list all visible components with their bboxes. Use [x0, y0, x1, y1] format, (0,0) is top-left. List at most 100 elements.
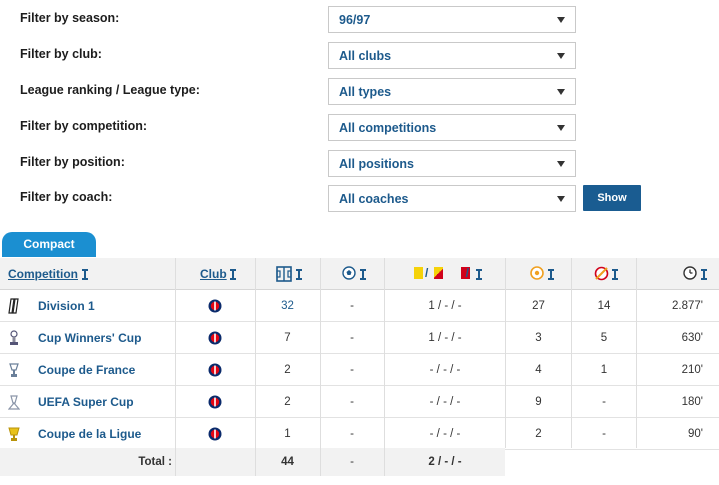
coach-select-value: All coaches	[339, 192, 409, 206]
filter-position-row: Filter by position: All positions	[0, 150, 719, 178]
filter-club-label: Filter by club:	[20, 47, 102, 61]
sort-icon	[296, 269, 302, 283]
assists-value: 4	[535, 364, 542, 376]
header-appearances[interactable]	[276, 258, 316, 290]
table-row: Coupe de France 2 - - / - / - 4 1 210'	[0, 354, 719, 386]
coach-select[interactable]: All coaches	[328, 185, 576, 212]
chevron-down-icon	[557, 161, 565, 167]
filter-competition-row: Filter by competition: All competitions	[0, 114, 719, 142]
header-cards[interactable]: / /	[414, 258, 494, 290]
minutes-value: 2.877'	[672, 300, 703, 312]
position-select-value: All positions	[339, 157, 414, 171]
sort-icon	[476, 269, 482, 283]
substitutions-value: 5	[600, 332, 608, 344]
table-header: Competition Club / /	[0, 258, 719, 290]
appearances-value: 7	[284, 332, 291, 344]
header-substitutions[interactable]	[594, 258, 634, 290]
appearances-value[interactable]: 32	[281, 300, 294, 312]
psg-crest-icon[interactable]	[208, 362, 222, 378]
division-1-trophy-icon	[8, 298, 19, 314]
sort-icon	[360, 269, 366, 283]
psg-crest-icon[interactable]	[208, 394, 222, 410]
club-select-value: All clubs	[339, 49, 392, 63]
sort-icon	[548, 269, 554, 283]
competition-link[interactable]: Cup Winners' Cup	[38, 331, 142, 345]
table-row: UEFA Super Cup 2 - - / - / - 9 - 180'	[0, 386, 719, 418]
club-select[interactable]: All clubs	[328, 42, 576, 69]
assists-value: 3	[535, 332, 542, 344]
coupe-de-la-ligue-trophy-icon	[8, 427, 20, 441]
header-goals[interactable]	[342, 258, 382, 290]
cards-value: 1 / - / -	[428, 300, 462, 312]
league-type-select[interactable]: All types	[328, 78, 576, 105]
competition-link[interactable]: Division 1	[38, 299, 95, 313]
psg-crest-icon[interactable]	[208, 426, 222, 442]
tab-detailed[interactable]: Detailed	[90, 232, 180, 257]
yellow-card-icon	[414, 267, 423, 279]
competition-link[interactable]: Coupe de la Ligue	[38, 427, 142, 441]
header-competition[interactable]: Competition	[8, 258, 168, 290]
show-button[interactable]: Show	[583, 185, 641, 211]
cards-value: - / - / -	[429, 428, 461, 440]
substitutions-value: -	[602, 396, 606, 408]
cards-separator: / /	[425, 266, 487, 280]
filter-position-label: Filter by position:	[20, 155, 125, 169]
filter-coach-label: Filter by coach:	[20, 190, 113, 204]
header-assists[interactable]	[530, 258, 570, 290]
position-select[interactable]: All positions	[328, 150, 576, 177]
column-divider	[505, 258, 506, 448]
header-minutes[interactable]	[683, 258, 713, 290]
competition-link[interactable]: Coupe de France	[38, 363, 136, 377]
totals-cards: 2 / - / -	[428, 456, 462, 468]
chevron-down-icon	[557, 17, 565, 23]
header-club[interactable]: Club	[200, 258, 260, 290]
totals-row: Total : 44 - 2 / - / -	[0, 448, 505, 476]
season-select-value: 96/97	[339, 13, 371, 27]
psg-crest-icon[interactable]	[208, 330, 222, 346]
filter-coach-row: Filter by coach: All coaches	[0, 185, 719, 213]
column-divider	[255, 258, 256, 476]
column-divider	[636, 258, 637, 448]
competition-link[interactable]: UEFA Super Cup	[38, 395, 134, 409]
column-divider	[175, 258, 176, 476]
league-type-select-value: All types	[339, 85, 392, 99]
column-divider	[320, 258, 321, 476]
goals-value: -	[350, 396, 354, 408]
tab-compact[interactable]: Compact	[2, 232, 96, 257]
assists-value: 2	[535, 428, 542, 440]
chevron-down-icon	[557, 53, 565, 59]
appearances-value: 2	[284, 364, 291, 376]
assists-value: 9	[535, 396, 542, 408]
table-row: Division 1 32 - 1 / - / - 27 14 2.877'	[0, 290, 719, 322]
appearances-value: 1	[284, 428, 291, 440]
view-tabs: Detailed Compact	[0, 229, 719, 257]
chevron-down-icon	[557, 125, 565, 131]
table-row: Cup Winners' Cup 7 - 1 / - / - 3 5 630'	[0, 322, 719, 354]
substitutions-value: 1	[600, 364, 608, 376]
chevron-down-icon	[557, 89, 565, 95]
table-row: Coupe de la Ligue 1 - - / - / - 2 - 90'	[0, 418, 719, 450]
totals-label: Total :	[138, 456, 172, 468]
season-select[interactable]: 96/97	[328, 6, 576, 33]
cup-winners-cup-trophy-icon	[10, 330, 18, 345]
minutes-value: 180'	[681, 396, 703, 408]
filter-league-type-row: League ranking / League type: All types	[0, 78, 719, 106]
sort-icon	[701, 269, 707, 283]
column-divider	[571, 258, 572, 448]
minutes-value: 630'	[681, 332, 703, 344]
sort-icon	[612, 269, 618, 283]
competition-select[interactable]: All competitions	[328, 114, 576, 141]
header-club-label: Club	[200, 267, 227, 281]
filter-season-row: Filter by season: 96/97	[0, 6, 719, 34]
appearances-value: 2	[284, 396, 291, 408]
totals-appearances: 44	[281, 456, 294, 468]
chevron-down-icon	[557, 196, 565, 202]
goals-value: -	[350, 364, 354, 376]
goals-value: -	[350, 428, 354, 440]
substitution-icon	[594, 266, 609, 281]
filter-league-type-label: League ranking / League type:	[20, 83, 200, 97]
psg-crest-icon[interactable]	[208, 298, 222, 314]
ball-icon	[342, 266, 356, 280]
substitutions-value: -	[602, 428, 606, 440]
filter-season-label: Filter by season:	[20, 11, 120, 25]
